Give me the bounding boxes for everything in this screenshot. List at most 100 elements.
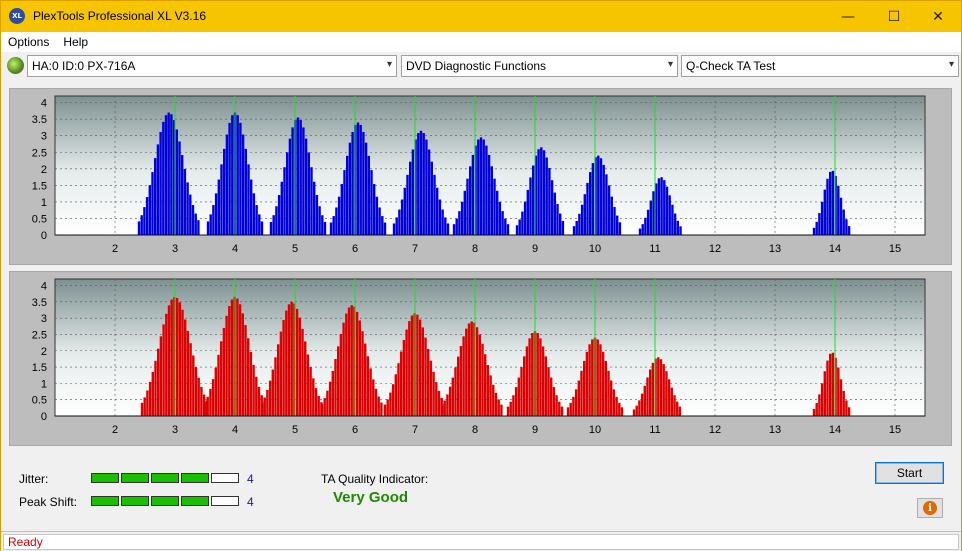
data-bar xyxy=(374,388,378,416)
data-bar xyxy=(275,206,278,235)
data-bar xyxy=(397,363,400,416)
data-bar xyxy=(323,398,326,416)
data-bar xyxy=(175,297,179,416)
data-bar xyxy=(241,134,245,235)
data-bar xyxy=(343,170,346,235)
data-bar xyxy=(313,181,316,235)
status-bar: Ready xyxy=(1,531,961,551)
start-button[interactable]: Start xyxy=(875,462,944,484)
data-bar xyxy=(578,213,581,235)
data-bar xyxy=(440,405,444,416)
data-bar xyxy=(441,209,444,235)
data-bar xyxy=(286,152,289,235)
data-bar xyxy=(157,348,160,416)
data-bar xyxy=(515,225,519,235)
title-bar[interactable]: XL PlexTools Professional XL V3.16 — ☐ ✕ xyxy=(1,1,961,32)
window-title: PlexTools Professional XL V3.16 xyxy=(33,9,206,23)
data-bar xyxy=(189,194,192,235)
data-bar xyxy=(553,192,556,235)
menu-options[interactable]: Options xyxy=(8,35,50,49)
data-bar xyxy=(497,399,500,416)
data-bar xyxy=(337,346,340,416)
y-tick-label: 2.5 xyxy=(32,147,47,159)
data-bar xyxy=(392,223,396,235)
y-tick-label: 2.5 xyxy=(32,329,47,341)
data-bar xyxy=(170,299,173,416)
x-tick-label: 15 xyxy=(889,424,901,436)
meter-segment xyxy=(211,473,239,483)
data-bar xyxy=(525,346,529,416)
data-bar xyxy=(436,187,439,235)
data-bar xyxy=(236,115,239,235)
data-bar xyxy=(599,344,602,416)
data-bar xyxy=(477,139,480,235)
data-bar xyxy=(192,355,195,416)
x-tick-label: 9 xyxy=(532,424,538,436)
minimize-button[interactable]: — xyxy=(841,8,855,25)
data-bar xyxy=(194,367,198,416)
data-bar xyxy=(640,393,644,416)
data-bar xyxy=(470,321,473,416)
data-bar xyxy=(646,377,649,416)
drive-select[interactable]: HA:0 ID:0 PX-716A ▾ xyxy=(27,55,397,77)
data-bar xyxy=(260,403,264,416)
data-bar xyxy=(191,205,195,235)
data-bar xyxy=(263,397,266,416)
data-bar xyxy=(523,356,526,416)
data-bar xyxy=(839,197,843,235)
data-bar xyxy=(217,354,220,416)
data-bar xyxy=(831,352,835,416)
data-bar xyxy=(662,364,665,416)
function-select[interactable]: DVD Diagnostic Functions ▾ xyxy=(401,55,678,77)
data-bar xyxy=(425,139,428,235)
data-bar xyxy=(287,304,291,416)
data-bar xyxy=(328,381,332,416)
data-bar xyxy=(446,394,449,416)
data-bar xyxy=(839,379,843,416)
data-bar xyxy=(220,341,223,416)
data-bar xyxy=(394,374,397,416)
menu-help[interactable]: Help xyxy=(63,35,89,49)
test-select-value: Q-Check TA Test xyxy=(686,59,776,73)
data-bar xyxy=(346,155,349,235)
data-bar xyxy=(317,396,320,416)
data-bar xyxy=(414,139,417,235)
data-bar xyxy=(583,360,586,416)
data-bar xyxy=(651,362,655,416)
data-bar xyxy=(162,324,165,416)
data-bar xyxy=(529,177,532,235)
data-bar xyxy=(812,408,816,416)
data-bar xyxy=(506,406,510,416)
data-bar xyxy=(506,224,510,235)
data-bar xyxy=(607,185,611,235)
meter-segment xyxy=(181,473,209,483)
x-tick-label: 3 xyxy=(172,243,178,255)
data-bar xyxy=(815,403,818,416)
data-bar xyxy=(566,407,570,416)
status-text: Ready xyxy=(3,534,959,550)
data-bar xyxy=(555,395,558,416)
data-bar xyxy=(521,211,524,235)
data-bar xyxy=(310,167,313,235)
data-bar xyxy=(285,310,288,416)
data-bar xyxy=(323,221,327,235)
data-bar xyxy=(635,405,638,416)
data-bar xyxy=(364,343,367,416)
data-bar xyxy=(314,388,318,416)
data-bar xyxy=(659,359,663,416)
data-bar xyxy=(577,380,580,416)
maximize-button[interactable]: ☐ xyxy=(887,8,901,25)
info-button[interactable]: i xyxy=(917,498,943,518)
data-bar xyxy=(459,346,463,416)
data-bar xyxy=(225,134,229,235)
menu-bar: Options Help xyxy=(1,32,961,52)
data-bar xyxy=(342,322,345,416)
chevron-down-icon: ▾ xyxy=(948,59,954,70)
data-bar xyxy=(638,400,641,416)
data-bar xyxy=(539,338,542,416)
data-bar xyxy=(486,365,490,416)
close-button[interactable]: ✕ xyxy=(932,8,944,25)
data-bar xyxy=(167,305,171,416)
data-bar xyxy=(834,175,837,235)
test-select[interactable]: Q-Check TA Test ▾ xyxy=(681,55,959,77)
